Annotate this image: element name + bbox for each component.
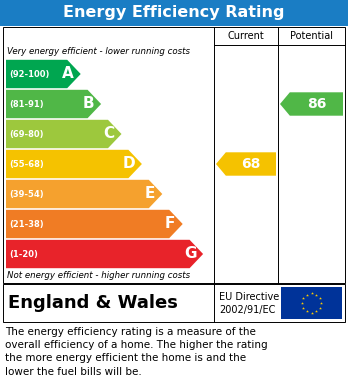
Bar — [281, 287, 342, 319]
Text: 2002/91/EC: 2002/91/EC — [219, 305, 275, 315]
Bar — [0, 0, 348, 26]
Text: (1-20): (1-20) — [9, 249, 38, 258]
Text: England & Wales: England & Wales — [8, 294, 178, 312]
Bar — [3, 284, 345, 322]
Text: (21-38): (21-38) — [9, 219, 44, 228]
Text: EU Directive: EU Directive — [219, 292, 279, 302]
Polygon shape — [280, 92, 343, 116]
Text: Not energy efficient - higher running costs: Not energy efficient - higher running co… — [7, 271, 190, 280]
Polygon shape — [6, 240, 203, 268]
Text: (39-54): (39-54) — [9, 190, 44, 199]
Polygon shape — [6, 150, 142, 178]
Text: C: C — [103, 127, 114, 142]
Text: Energy Efficiency Rating: Energy Efficiency Rating — [63, 5, 285, 20]
Text: (81-91): (81-91) — [9, 99, 44, 108]
Polygon shape — [6, 90, 101, 118]
Text: 86: 86 — [307, 97, 326, 111]
Text: Very energy efficient - lower running costs: Very energy efficient - lower running co… — [7, 47, 190, 57]
Text: D: D — [123, 156, 136, 172]
Polygon shape — [216, 152, 276, 176]
Text: Current: Current — [228, 31, 264, 41]
Text: F: F — [165, 217, 175, 231]
Text: A: A — [62, 66, 74, 81]
Text: G: G — [184, 246, 197, 262]
Polygon shape — [6, 120, 121, 148]
Text: E: E — [145, 187, 155, 201]
Text: (55-68): (55-68) — [9, 160, 44, 169]
Polygon shape — [6, 210, 183, 238]
Bar — [3, 27, 345, 283]
Polygon shape — [6, 180, 162, 208]
Polygon shape — [6, 60, 81, 88]
Text: The energy efficiency rating is a measure of the
overall efficiency of a home. T: The energy efficiency rating is a measur… — [5, 327, 268, 377]
Text: 68: 68 — [241, 157, 261, 171]
Text: (92-100): (92-100) — [9, 70, 49, 79]
Text: (69-80): (69-80) — [9, 129, 44, 138]
Text: Potential: Potential — [290, 31, 333, 41]
Text: B: B — [83, 97, 94, 111]
